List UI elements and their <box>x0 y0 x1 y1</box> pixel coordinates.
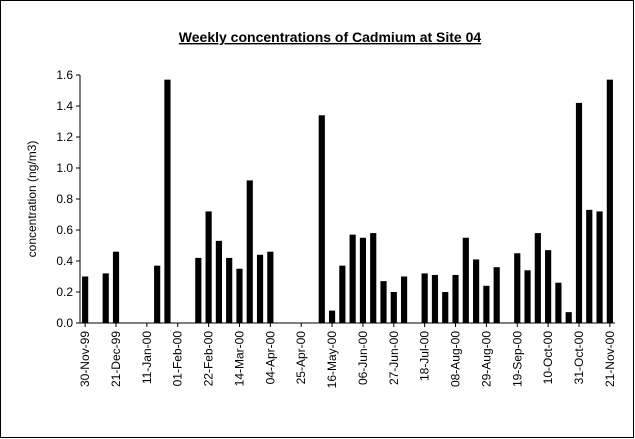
y-axis-label: concentration (ng/m3) <box>25 141 39 258</box>
bar <box>82 276 89 323</box>
x-tick-label: 04-Apr-00 <box>263 331 277 385</box>
bar <box>154 265 161 323</box>
bar <box>267 251 274 323</box>
bar <box>493 267 500 323</box>
bar <box>380 281 387 323</box>
bar <box>483 285 490 323</box>
bar <box>215 240 222 323</box>
y-tick-label: 1.4 <box>56 99 73 113</box>
y-tick-label: 0.0 <box>56 316 73 330</box>
x-tick-label: 16-May-00 <box>325 331 339 389</box>
y-tick-label: 1.0 <box>56 161 73 175</box>
x-tick-label: 21-Nov-00 <box>603 331 617 387</box>
bar <box>328 310 336 323</box>
bar <box>359 237 367 323</box>
x-tick-label: 18-Jul-00 <box>418 331 432 381</box>
bar <box>318 115 325 323</box>
y-tick-label: 1.6 <box>56 68 73 82</box>
bar <box>452 274 459 323</box>
bar <box>575 102 583 324</box>
bar <box>246 180 253 323</box>
x-tick-label: 01-Feb-00 <box>171 331 185 387</box>
bar <box>112 251 120 323</box>
bar <box>401 276 408 323</box>
bar <box>534 233 541 323</box>
bar <box>462 237 469 323</box>
y-tick-label: 0.4 <box>56 254 73 268</box>
bar <box>236 268 243 323</box>
chart-title: Weekly concentrations of Cadmium at Site… <box>179 29 482 45</box>
bar <box>606 79 613 324</box>
x-tick-label: 19-Sep-00 <box>510 331 524 387</box>
x-tick-label: 30-Nov-99 <box>78 331 92 387</box>
bar <box>565 312 572 323</box>
bar <box>256 254 264 323</box>
x-tick-label: 14-Mar-00 <box>232 331 246 387</box>
x-tick-label: 27-Jun-00 <box>387 331 401 385</box>
x-tick-label: 29-Aug-00 <box>479 331 493 387</box>
x-tick-label: 06-Jun-00 <box>356 331 370 385</box>
bar <box>596 211 603 323</box>
x-tick-label: 21-Dec-99 <box>109 331 123 387</box>
x-tick-label: 22-Feb-00 <box>202 331 216 387</box>
bar <box>555 282 562 323</box>
bar <box>473 259 480 323</box>
bar <box>442 292 449 323</box>
bar <box>390 292 397 323</box>
y-tick-label: 0.8 <box>56 192 73 206</box>
bar <box>524 270 531 323</box>
bar <box>226 257 233 323</box>
bar <box>205 211 212 323</box>
bar <box>339 265 346 323</box>
bar <box>102 273 109 323</box>
y-tick-label: 0.6 <box>56 223 73 237</box>
x-tick-label: 31-Oct-00 <box>572 331 586 385</box>
bar <box>370 233 377 323</box>
x-tick-label: 10-Oct-00 <box>541 331 555 385</box>
bar <box>514 253 521 323</box>
bar <box>431 274 439 323</box>
x-tick-label: 08-Aug-00 <box>449 331 463 387</box>
y-tick-label: 1.2 <box>56 130 73 144</box>
bar <box>349 234 356 323</box>
bar <box>195 257 202 323</box>
bar <box>545 250 552 323</box>
bar <box>421 273 428 323</box>
bar <box>586 209 593 323</box>
x-tick-label: 11-Jan-00 <box>140 331 154 384</box>
bar <box>164 79 171 324</box>
x-tick-label: 25-Apr-00 <box>294 331 308 385</box>
y-tick-label: 0.2 <box>56 285 73 299</box>
